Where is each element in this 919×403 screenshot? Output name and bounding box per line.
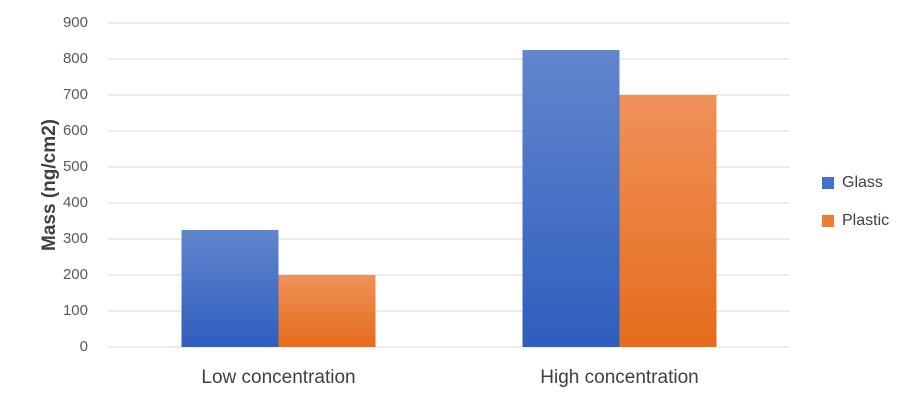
y-tick-label: 900 (63, 14, 88, 31)
x-axis-categories: Low concentration High concentration (201, 367, 698, 388)
y-tick-label: 700 (63, 86, 88, 103)
y-tick-label: 600 (63, 122, 88, 139)
legend-label-plastic: Plastic (842, 212, 889, 229)
y-tick-label: 0 (80, 338, 88, 355)
y-tick-label: 800 (63, 50, 88, 67)
y-tick-label: 500 (63, 158, 88, 175)
bar-glass-1 (181, 230, 279, 347)
y-tick-label: 300 (63, 230, 88, 247)
y-tick-label: 100 (63, 302, 88, 319)
y-tick-label: 200 (63, 266, 88, 283)
x-category-label: Low concentration (201, 367, 355, 388)
bar-plastic-1 (278, 275, 376, 347)
bar-glass-2 (522, 50, 620, 347)
y-tick-label: 400 (63, 194, 88, 211)
legend: Glass Plastic (822, 174, 889, 229)
x-category-label: High concentration (540, 367, 698, 388)
legend-label-glass: Glass (842, 174, 883, 191)
y-axis-label: Mass (ng/cm2) (39, 119, 60, 251)
legend-swatch-glass (822, 177, 834, 189)
y-axis-ticks: 0 100 200 300 400 500 600 700 800 900 (63, 14, 88, 355)
bar-plastic-2 (619, 95, 717, 347)
legend-swatch-plastic (822, 215, 834, 227)
bars (181, 50, 717, 347)
